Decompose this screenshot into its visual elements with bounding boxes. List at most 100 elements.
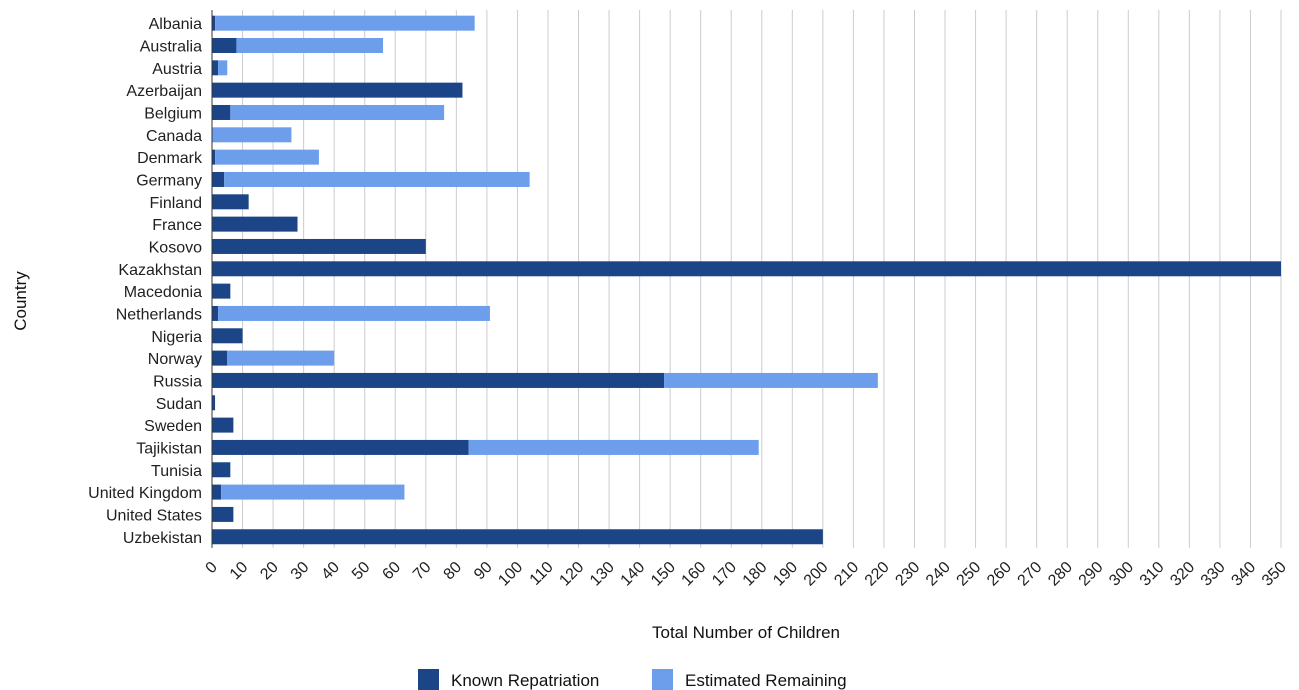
x-tick-label: 190 bbox=[770, 559, 801, 590]
bar-germany-known-repatriation bbox=[212, 171, 225, 187]
y-tick-label: United States bbox=[106, 507, 202, 524]
y-tick-label: Australia bbox=[140, 38, 202, 55]
x-tick-label: 220 bbox=[862, 559, 893, 590]
y-tick-label: Finland bbox=[150, 195, 202, 212]
x-tick-label: 260 bbox=[984, 559, 1015, 590]
y-tick-label: Netherlands bbox=[116, 306, 202, 323]
x-tick-label: 230 bbox=[892, 559, 923, 590]
y-tick-label: Russia bbox=[153, 373, 202, 390]
x-tick-label: 0 bbox=[203, 559, 221, 577]
bar-uzbekistan-known-repatriation bbox=[212, 529, 823, 545]
bar-russia-estimated-remaining bbox=[664, 372, 878, 388]
bar-norway-known-repatriation bbox=[212, 350, 228, 366]
x-tick-label: 20 bbox=[257, 559, 282, 584]
x-tick-label: 280 bbox=[1045, 559, 1076, 590]
bar-kosovo-known-repatriation bbox=[212, 238, 426, 254]
legend-swatch-estimated-remaining bbox=[652, 669, 673, 690]
y-tick-label: Macedonia bbox=[124, 284, 202, 301]
y-tick-label: Denmark bbox=[137, 150, 203, 167]
x-tick-label: 50 bbox=[349, 559, 374, 584]
x-tick-label: 70 bbox=[410, 559, 435, 584]
x-tick-label: 250 bbox=[953, 559, 984, 590]
x-tick-label: 90 bbox=[471, 559, 496, 584]
bar-tunisia-known-repatriation bbox=[212, 462, 231, 478]
bar-sudan-known-repatriation bbox=[212, 395, 216, 411]
bar-tajikistan-known-repatriation bbox=[212, 439, 469, 455]
x-tick-label: 150 bbox=[648, 559, 679, 590]
bar-nigeria-known-repatriation bbox=[212, 328, 243, 344]
bar-sweden-known-repatriation bbox=[212, 417, 234, 433]
bar-albania-estimated-remaining bbox=[215, 15, 475, 31]
x-tick-label: 40 bbox=[318, 559, 343, 584]
x-tick-label: 180 bbox=[740, 559, 771, 590]
x-tick-label: 30 bbox=[288, 559, 313, 584]
x-tick-label: 210 bbox=[831, 559, 862, 590]
bar-germany-estimated-remaining bbox=[224, 171, 530, 187]
bar-netherlands-estimated-remaining bbox=[218, 305, 490, 321]
x-tick-label: 120 bbox=[556, 559, 587, 590]
bar-finland-known-repatriation bbox=[212, 194, 249, 210]
bar-norway-estimated-remaining bbox=[227, 350, 335, 366]
bar-australia-known-repatriation bbox=[212, 37, 237, 53]
bar-azerbaijan-known-repatriation bbox=[212, 82, 463, 98]
legend-swatch-known-repatriation bbox=[418, 669, 439, 690]
y-tick-label: Kazakhstan bbox=[118, 262, 202, 279]
x-tick-label: 340 bbox=[1228, 559, 1259, 590]
bar-kazakhstan-known-repatriation bbox=[212, 261, 1281, 277]
y-tick-label: Tajikistan bbox=[136, 440, 202, 457]
bar-russia-known-repatriation bbox=[212, 372, 665, 388]
x-tick-label: 240 bbox=[923, 559, 954, 590]
bars bbox=[212, 15, 1281, 545]
y-tick-label: Belgium bbox=[144, 105, 202, 122]
category-labels: Albania Australia Austria Azerbaijan Belgium… bbox=[88, 16, 203, 547]
y-tick-label: Kosovo bbox=[149, 239, 202, 256]
x-tick-label: 270 bbox=[1015, 559, 1046, 590]
x-tick-label: 130 bbox=[587, 559, 618, 590]
bar-united-kingdom-known-repatriation bbox=[212, 484, 222, 500]
x-tick-label: 310 bbox=[1137, 559, 1168, 590]
x-tick-label: 110 bbox=[527, 559, 557, 589]
x-tick-label: 350 bbox=[1259, 559, 1290, 590]
x-tick-label: 330 bbox=[1198, 559, 1229, 590]
x-tick-labels: 0 10 20 30 40 50 60 70 80 90 100 110 120 130 140 150 160… bbox=[203, 559, 1290, 590]
bar-albania-known-repatriation bbox=[212, 15, 216, 31]
y-tick-label: Canada bbox=[146, 128, 202, 145]
legend-label-estimated-remaining: Estimated Remaining bbox=[685, 671, 847, 690]
y-tick-label: France bbox=[152, 217, 202, 234]
y-axis-title: Country bbox=[11, 271, 30, 331]
legend-label-known-repatriation: Known Repatriation bbox=[451, 671, 599, 690]
x-tick-label: 100 bbox=[495, 559, 526, 590]
x-tick-label: 300 bbox=[1106, 559, 1137, 590]
x-tick-label: 60 bbox=[379, 559, 404, 584]
legend: Known Repatriation Estimated Remaining bbox=[418, 669, 847, 690]
bar-austria-estimated-remaining bbox=[218, 60, 228, 76]
y-tick-label: Austria bbox=[152, 61, 202, 78]
bar-united-kingdom-estimated-remaining bbox=[221, 484, 405, 500]
y-tick-label: United Kingdom bbox=[88, 485, 202, 502]
bar-denmark-known-repatriation bbox=[212, 149, 216, 165]
y-tick-label: Tunisia bbox=[151, 463, 202, 480]
x-tick-label: 170 bbox=[709, 559, 740, 590]
bar-canada-estimated-remaining bbox=[212, 127, 292, 143]
bar-france-known-repatriation bbox=[212, 216, 298, 232]
bar-belgium-estimated-remaining bbox=[230, 104, 445, 120]
x-tick-label: 10 bbox=[227, 559, 252, 584]
y-tick-label: Sudan bbox=[156, 396, 202, 413]
x-tick-label: 200 bbox=[801, 559, 832, 590]
bar-netherlands-known-repatriation bbox=[212, 305, 219, 321]
y-tick-label: Sweden bbox=[144, 418, 202, 435]
gridlines bbox=[242, 10, 1282, 548]
bar-macedonia-known-repatriation bbox=[212, 283, 231, 299]
x-tick-label: 80 bbox=[441, 559, 466, 584]
y-tick-label: Albania bbox=[149, 16, 202, 33]
x-tick-label: 320 bbox=[1167, 559, 1198, 590]
bar-united-states-known-repatriation bbox=[212, 506, 234, 522]
bar-tajikistan-estimated-remaining bbox=[468, 439, 759, 455]
x-tick-label: 290 bbox=[1076, 559, 1107, 590]
bar-belgium-known-repatriation bbox=[212, 104, 231, 120]
bar-denmark-estimated-remaining bbox=[215, 149, 319, 165]
y-tick-label: Nigeria bbox=[151, 329, 202, 346]
bar-australia-estimated-remaining bbox=[236, 37, 384, 53]
y-tick-label: Germany bbox=[136, 172, 202, 189]
